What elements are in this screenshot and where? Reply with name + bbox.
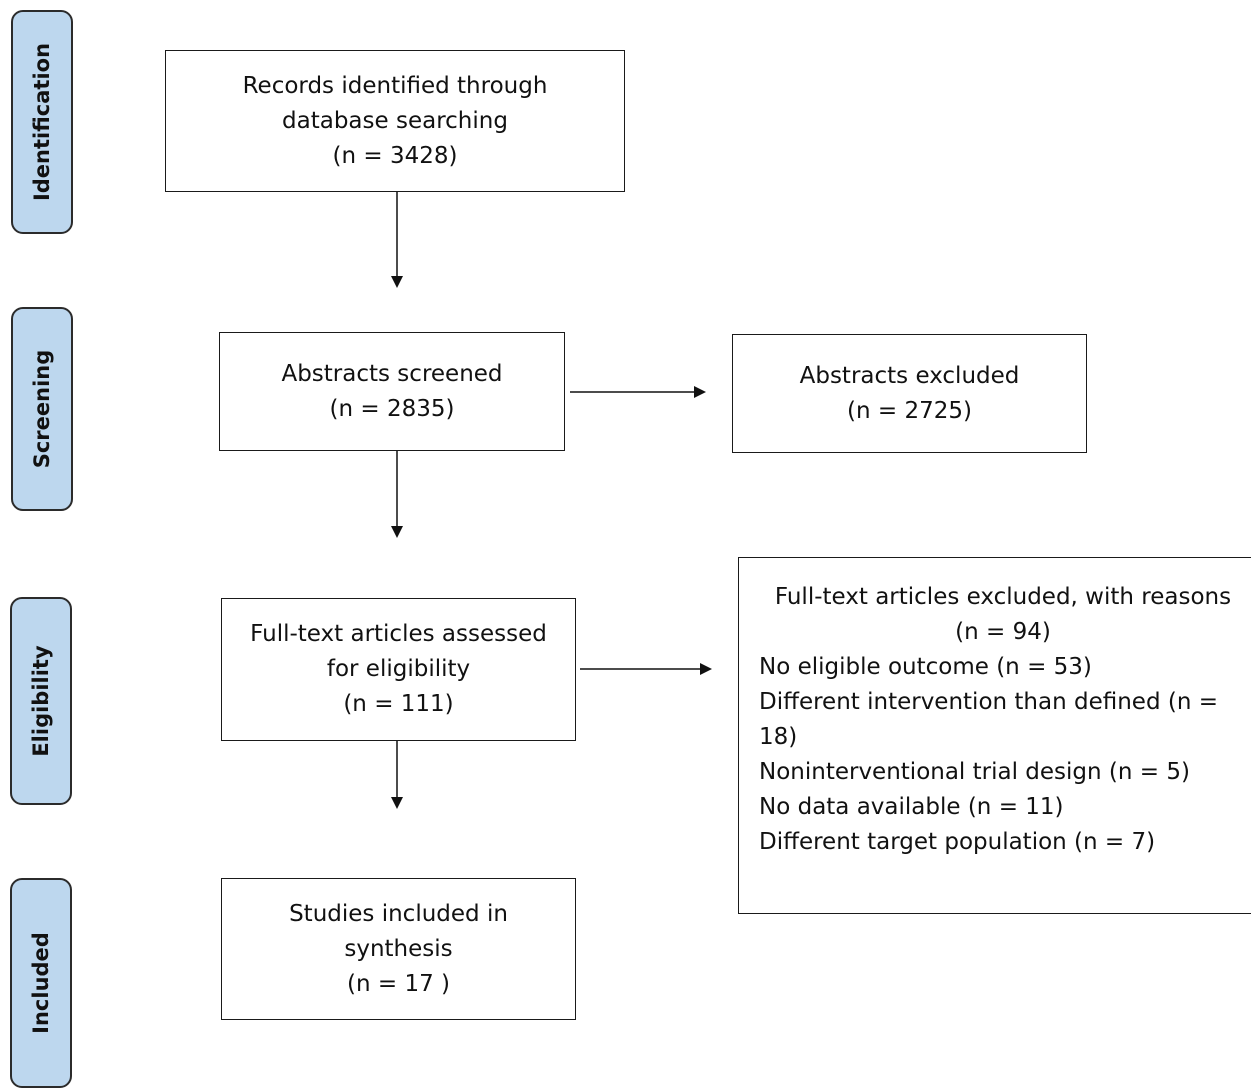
fulltext-excluded-title: Full-text articles excluded, with reason… (774, 584, 1232, 610)
exclusion-reason: Different intervention than defined (n = (759, 689, 1218, 715)
fulltext-assessed-box: Full-text articles assessed for eligibil… (221, 598, 576, 741)
studies-included-box: Studies included in synthesis (n = 17 ) (221, 878, 576, 1020)
fulltext-assessed-count: (n = 111) (343, 691, 454, 717)
exclusion-reason: Different target population (n = 7) (759, 829, 1156, 855)
abstracts-screened-line-1: Abstracts screened (281, 360, 503, 387)
exclusion-reason: Noninterventional trial design (n = 5) (759, 759, 1190, 785)
records-identified-line-1: Records identified through (242, 72, 548, 99)
stage-identification: Identification (11, 10, 73, 234)
records-identified-line-2: database searching (282, 107, 508, 134)
stage-screening: Screening (11, 307, 73, 511)
abstracts-screened-box: Abstracts screened (n = 2835) (219, 332, 565, 451)
studies-included-line-1: Studies included in (289, 900, 508, 927)
fulltext-excluded-box: Full-text articles excluded, with reason… (738, 557, 1251, 914)
exclusion-reason: 18) (759, 724, 798, 750)
exclusion-reason: No eligible outcome (n = 53) (759, 654, 1092, 680)
exclusion-reason: No data available (n = 11) (759, 794, 1064, 820)
studies-included-line-2: synthesis (344, 935, 453, 962)
abstracts-excluded-box: Abstracts excluded (n = 2725) (732, 334, 1087, 453)
abstracts-excluded-line-1: Abstracts excluded (799, 362, 1020, 389)
fulltext-assessed-line-1: Full-text articles assessed (250, 621, 547, 647)
abstracts-excluded-count: (n = 2725) (847, 397, 972, 424)
records-identified-count: (n = 3428) (332, 142, 458, 169)
stage-eligibility: Eligibility (10, 597, 72, 805)
records-identified-box: Records identified through database sear… (165, 50, 625, 192)
studies-included-count: (n = 17 ) (347, 970, 450, 997)
stage-included: Included (10, 878, 72, 1088)
abstracts-screened-count: (n = 2835) (329, 395, 455, 422)
fulltext-excluded-count: (n = 94) (955, 619, 1051, 645)
fulltext-assessed-line-2: for eligibility (326, 656, 471, 682)
